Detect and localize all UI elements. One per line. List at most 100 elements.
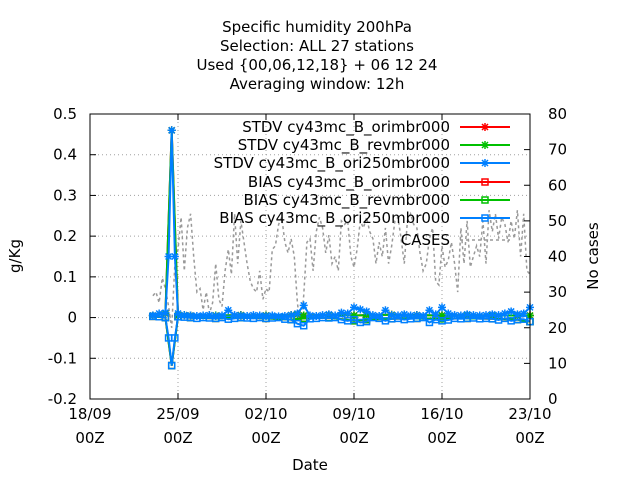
data-point bbox=[164, 252, 173, 261]
y2-tick-label: 0 bbox=[548, 390, 558, 408]
data-point bbox=[167, 361, 176, 370]
y2-tick-label: 40 bbox=[548, 248, 567, 266]
data-point bbox=[400, 310, 409, 319]
x-tick-label-date: 23/10 bbox=[508, 405, 551, 423]
data-point bbox=[171, 334, 179, 342]
legend-marker bbox=[481, 196, 489, 204]
data-point bbox=[507, 307, 516, 316]
legend-label-bias-orimbr000: BIAS cy43mc_B_orimbr000 bbox=[248, 173, 450, 192]
data-point bbox=[255, 311, 264, 320]
y-tick-label: 0.4 bbox=[53, 146, 77, 164]
series-6 bbox=[152, 210, 531, 328]
x-tick-label-date: 09/10 bbox=[332, 405, 375, 423]
data-point bbox=[350, 311, 358, 320]
data-point bbox=[494, 311, 503, 320]
y2-tick-label: 80 bbox=[548, 105, 567, 123]
data-point bbox=[356, 305, 365, 314]
series-line bbox=[152, 315, 531, 366]
y-tick-label: 0.1 bbox=[53, 268, 77, 286]
x-tick-label-date: 02/10 bbox=[244, 405, 287, 423]
legend-label-bias-ori250mbr000: BIAS cy43mc_B_ori250mbr000 bbox=[219, 209, 450, 228]
data-point bbox=[463, 310, 472, 319]
title-line-1: Specific humidity 200hPa bbox=[222, 18, 412, 36]
y2-tick-label: 50 bbox=[548, 212, 567, 230]
data-point bbox=[299, 301, 308, 310]
legend-samples bbox=[460, 123, 510, 241]
data-point bbox=[180, 311, 189, 320]
data-point bbox=[236, 311, 245, 320]
series-line bbox=[152, 210, 531, 328]
data-point bbox=[337, 308, 346, 317]
y-tick-label: 0.3 bbox=[53, 186, 77, 204]
data-point bbox=[350, 303, 358, 312]
data-point bbox=[444, 309, 453, 318]
x-tick-label-date: 18/09 bbox=[68, 405, 111, 423]
title-line-4: Averaging window: 12h bbox=[230, 75, 405, 93]
data-point bbox=[293, 309, 302, 318]
title-line-2: Selection: ALL 27 stations bbox=[220, 37, 414, 55]
chart-title: Specific humidity 200hPa Selection: ALL … bbox=[197, 18, 438, 93]
x-tick-label-hour: 00Z bbox=[427, 429, 456, 447]
y2-tick-label: 60 bbox=[548, 176, 567, 194]
legend-label-stdv-ori250mbr000: STDV cy43mc_B_ori250mbr000 bbox=[214, 154, 450, 173]
y-axis-label: g/Kg bbox=[6, 239, 24, 273]
y2-tick-label: 20 bbox=[548, 319, 567, 337]
series-layer bbox=[148, 126, 534, 370]
data-point bbox=[161, 313, 170, 322]
data-point bbox=[343, 309, 352, 318]
data-point bbox=[274, 312, 283, 321]
y2-axis-label: No cases bbox=[584, 222, 602, 290]
axis-ticks: 18/09 00Z 25/09 00Z 02/10 00Z 09/10 00Z 16/10 00Z… bbox=[48, 105, 567, 447]
data-point bbox=[438, 303, 446, 312]
y-tick-label: -0.2 bbox=[48, 390, 77, 408]
series-line bbox=[152, 315, 531, 366]
data-point bbox=[362, 307, 371, 316]
x-axis-label: Date bbox=[292, 456, 328, 474]
data-point bbox=[381, 306, 390, 315]
legend-label-stdv-revmbr000: STDV cy43mc_B_revmbr000 bbox=[238, 136, 450, 155]
data-point bbox=[431, 310, 440, 319]
data-point bbox=[161, 308, 170, 317]
data-point bbox=[419, 313, 427, 322]
data-point bbox=[218, 311, 226, 320]
legend-marker bbox=[481, 123, 489, 131]
series-line bbox=[152, 315, 531, 366]
data-point bbox=[513, 310, 522, 319]
x-tick-label-date: 25/09 bbox=[156, 405, 199, 423]
x-tick-label-hour: 00Z bbox=[163, 429, 192, 447]
y2-tick-label: 10 bbox=[548, 354, 567, 372]
legend-marker bbox=[481, 159, 489, 167]
legend-marker bbox=[481, 141, 489, 149]
data-point bbox=[287, 311, 296, 320]
data-point bbox=[224, 306, 233, 315]
legend-label-bias-revmbr000: BIAS cy43mc_B_revmbr000 bbox=[244, 191, 451, 210]
legend-label-cases: CASES bbox=[401, 231, 450, 249]
data-point bbox=[425, 306, 434, 315]
x-tick-label-hour: 00Z bbox=[515, 429, 544, 447]
y-tick-label: -0.1 bbox=[48, 349, 77, 367]
y2-tick-label: 70 bbox=[548, 141, 567, 159]
data-point bbox=[167, 126, 176, 135]
data-point bbox=[186, 311, 195, 320]
data-point bbox=[170, 252, 179, 261]
data-point bbox=[362, 317, 371, 326]
legend-marker bbox=[481, 178, 489, 186]
x-tick-label-date: 16/10 bbox=[420, 405, 463, 423]
y-tick-label: 0.5 bbox=[53, 105, 77, 123]
data-point bbox=[331, 311, 340, 320]
data-point bbox=[287, 315, 295, 324]
data-point bbox=[500, 309, 509, 318]
x-tick-label-hour: 00Z bbox=[339, 429, 368, 447]
data-point bbox=[199, 311, 208, 320]
data-point bbox=[148, 311, 157, 320]
y-tick-label: 0 bbox=[67, 309, 77, 327]
data-point bbox=[419, 311, 428, 320]
title-line-3: Used {00,06,12,18} + 06 12 24 bbox=[197, 56, 438, 74]
data-point bbox=[488, 310, 497, 319]
series-5 bbox=[149, 312, 534, 370]
legend-label-stdv-orimbr000: STDV cy43mc_B_orimbr000 bbox=[242, 118, 450, 137]
data-point bbox=[243, 311, 252, 320]
y2-tick-label: 30 bbox=[548, 283, 567, 301]
legend: STDV cy43mc_B_orimbr000 STDV cy43mc_B_re… bbox=[214, 118, 510, 249]
